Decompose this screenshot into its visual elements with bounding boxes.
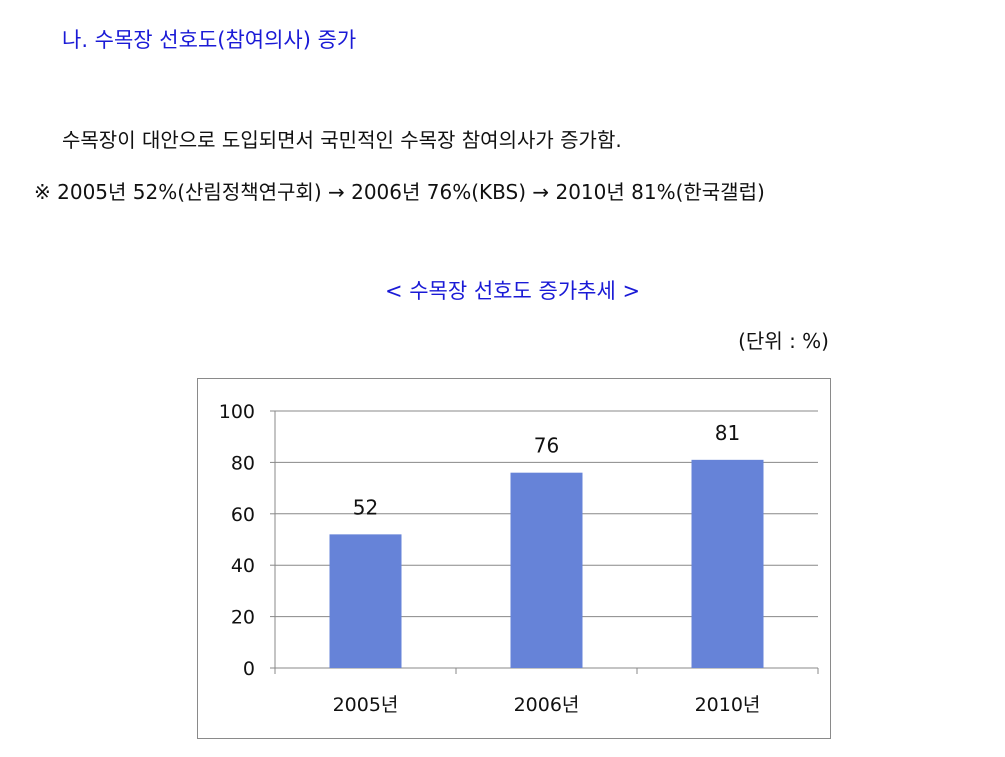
bar (510, 472, 583, 668)
bar-chart: 0 20 40 60 80 100 52 2005년 76 2006년 81 2010년 (197, 378, 831, 739)
x-tick-label: 2005년 (333, 694, 399, 716)
y-tick-label: 40 (231, 555, 255, 577)
section-heading: 나. 수목장 선호도(참여의사) 증가 (62, 28, 357, 52)
y-tick-label: 80 (231, 452, 255, 474)
y-tick-label: 20 (231, 607, 255, 629)
y-tick-label: 100 (219, 401, 255, 423)
source-note: ※ 2005년 52%(산림정책연구회) → 2006년 76%(KBS) → … (34, 180, 765, 204)
y-tick-label: 60 (231, 504, 255, 526)
bar (329, 534, 402, 668)
y-tick-label: 0 (243, 658, 255, 680)
bar-chart-svg: 0 20 40 60 80 100 52 2005년 76 2006년 81 2010년 (219, 401, 819, 716)
data-label: 76 (534, 434, 559, 458)
x-tick-label: 2010년 (695, 694, 761, 716)
data-label: 52 (353, 495, 378, 519)
x-tick-label: 2006년 (514, 694, 580, 716)
body-paragraph: 수목장이 대안으로 도입되면서 국민적인 수목장 참여의사가 증가함. (62, 128, 622, 152)
chart-title: < 수목장 선호도 증가추세 > (384, 279, 641, 303)
data-label: 81 (715, 421, 740, 445)
unit-label: (단위 : %) (738, 329, 829, 353)
bar (691, 459, 764, 668)
